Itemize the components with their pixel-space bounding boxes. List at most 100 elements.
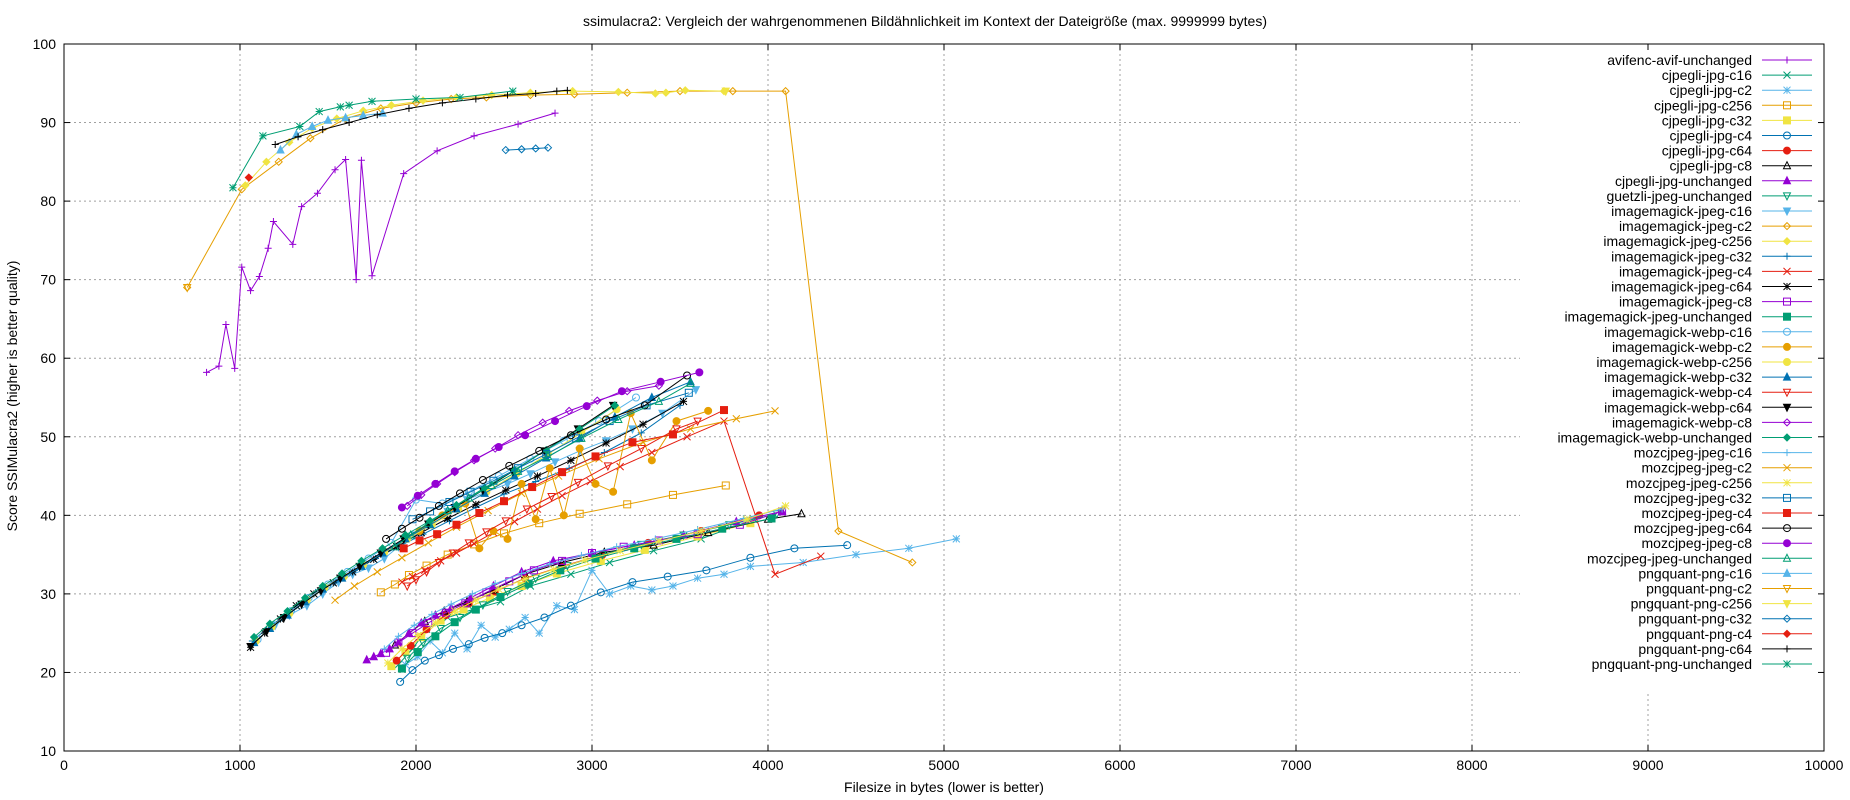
data-point (498, 629, 507, 638)
data-point (463, 645, 471, 653)
data-point (452, 520, 461, 529)
data-point (412, 95, 420, 103)
data-point (501, 486, 510, 495)
data-point (494, 585, 503, 594)
data-point (767, 514, 776, 523)
data-point (732, 414, 741, 423)
data-point (406, 641, 415, 650)
data-point (746, 562, 755, 571)
series-line (186, 90, 913, 563)
data-point (683, 432, 691, 441)
series-imagemagick-webp-c4 (402, 417, 702, 592)
legend-marker (1783, 463, 1791, 472)
legend-marker (1783, 101, 1791, 110)
x-tick-label: 2000 (400, 757, 431, 773)
legend-label: cjpegli-jpg-c32 (1662, 112, 1752, 128)
data-point (262, 157, 271, 167)
legend-entry: cjpegli-jpg-c8 (1670, 158, 1812, 174)
legend-entry: cjpegli-jpg-c16 (1662, 67, 1812, 83)
legend-label: imagemagick-webp-c64 (1604, 399, 1752, 415)
data-point (471, 605, 480, 614)
ticks: 0 1000 2000 3000 4000 5000 6000 7000 8000 9000 100… (33, 36, 1844, 773)
data-point (503, 480, 512, 490)
legend-label: cjpegli-jpg-c8 (1670, 158, 1753, 174)
data-point (505, 461, 514, 470)
legend-entry: imagemagick-jpeg-unchanged (1564, 309, 1812, 325)
legend-entry: cjpegli-jpg-c32 (1662, 112, 1812, 128)
data-point (623, 500, 632, 509)
data-point (746, 553, 755, 562)
legend-marker (1782, 192, 1792, 202)
data-point (503, 534, 512, 543)
x-tick-label: 7000 (1280, 757, 1311, 773)
series-imagemagick-webp-c2 (415, 406, 713, 553)
legend-label: imagemagick-jpeg-c32 (1611, 248, 1752, 264)
data-point (517, 479, 526, 488)
series-mozcjpeg-jpeg-c4 (399, 406, 728, 553)
data-point (229, 183, 237, 192)
legend-marker (1782, 614, 1792, 623)
data-point (443, 514, 452, 523)
legend-marker (1783, 509, 1791, 517)
legend-entry: imagemagick-jpeg-c16 (1611, 203, 1812, 219)
legend: avifenc-avif-unchangedcjpegli-jpg-c16cjp… (1557, 52, 1812, 672)
data-point (605, 558, 614, 567)
data-point (362, 654, 372, 664)
legend-label: mozcjpeg-jpeg-c4 (1642, 505, 1753, 521)
data-point (484, 506, 493, 515)
data-point (283, 606, 292, 616)
legend-marker (1783, 56, 1791, 64)
data-point (434, 651, 443, 660)
data-point (456, 93, 464, 102)
data-point (294, 133, 302, 141)
legend-entry: cjpegli-jpg-c64 (1662, 143, 1812, 159)
data-point (402, 654, 412, 664)
legend-marker (1783, 116, 1791, 125)
data-point (341, 112, 350, 122)
data-point (522, 505, 532, 515)
y-tick-label: 10 (40, 743, 56, 759)
data-point (632, 393, 640, 402)
series-mozcjpeg-jpeg-unchanged (390, 378, 695, 551)
data-point (295, 122, 304, 131)
data-point (418, 639, 428, 648)
data-point (617, 387, 626, 396)
data-point (904, 544, 913, 553)
legend-marker (1782, 175, 1792, 185)
data-point (570, 605, 579, 614)
data-point (292, 601, 301, 610)
data-point (331, 166, 339, 174)
data-point (428, 610, 436, 618)
data-point (400, 170, 408, 178)
data-point (524, 579, 533, 588)
data-point (686, 378, 695, 387)
series-pngquant-png-c4 (244, 173, 254, 182)
data-point (438, 99, 446, 107)
legend-marker (1783, 478, 1791, 487)
data-point (771, 407, 779, 415)
data-point (566, 601, 575, 610)
data-point (415, 513, 424, 522)
data-point (306, 134, 315, 143)
series-pngquant-png-c2 (182, 284, 192, 293)
data-point (720, 406, 728, 415)
data-point (521, 431, 530, 440)
series-layer (182, 86, 961, 686)
data-point (397, 664, 406, 673)
data-point (679, 397, 688, 406)
data-point (628, 438, 637, 447)
data-point (380, 555, 389, 564)
data-point (262, 628, 271, 637)
legend-label: imagemagick-webp-c4 (1612, 384, 1752, 400)
data-point (593, 396, 602, 405)
data-point (614, 87, 623, 97)
data-point (269, 218, 277, 226)
legend-marker (1783, 327, 1791, 336)
legend-marker (1783, 493, 1791, 502)
series-pngquant-png-unchanged (229, 87, 517, 192)
legend-marker (1783, 282, 1791, 291)
legend-entry: mozcjpeg-jpeg-c2 (1642, 460, 1812, 476)
legend-marker (1783, 358, 1791, 366)
series-imagemagick-jpeg-c256 (241, 86, 729, 190)
